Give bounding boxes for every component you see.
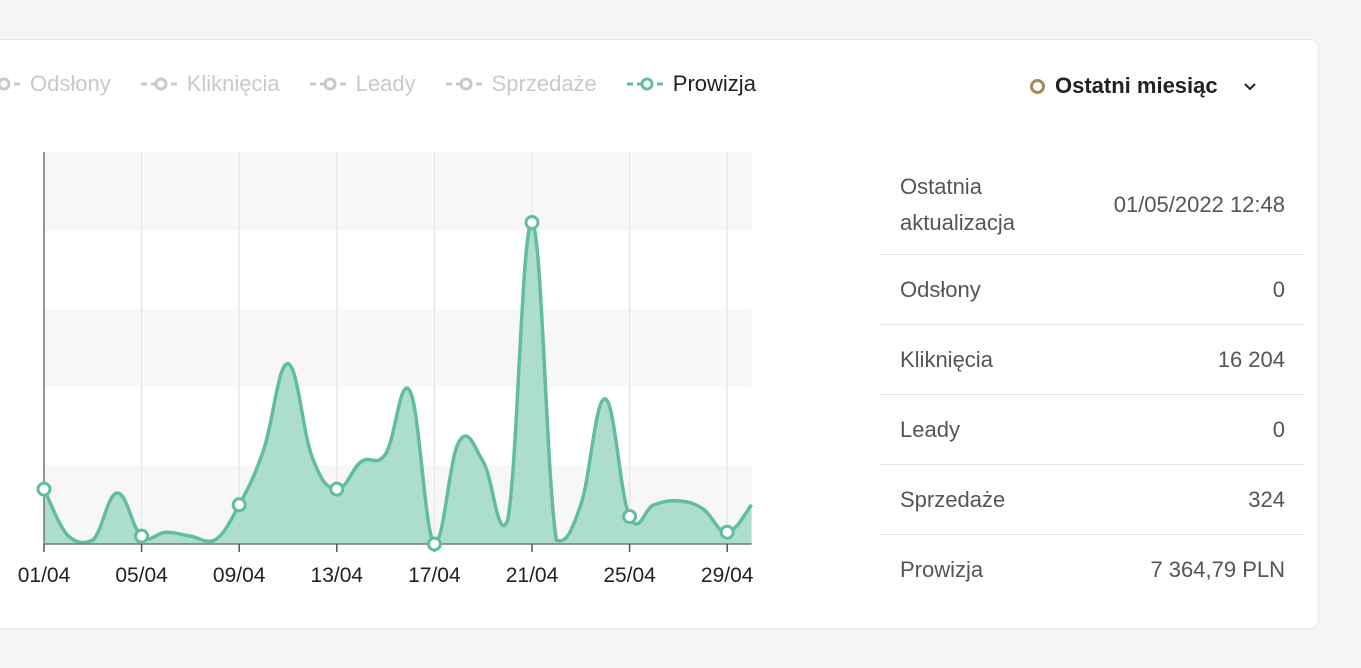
legend-item-odslony[interactable]: Odsłony	[0, 71, 111, 97]
x-tick-label: 29/04	[701, 564, 754, 587]
data-point	[329, 481, 345, 497]
legend-item-klikniecia[interactable]: Kliknięcia	[140, 71, 280, 97]
legend-marker-icon	[445, 77, 486, 91]
data-point	[36, 481, 52, 497]
stat-value: 0	[1272, 416, 1285, 442]
stat-row-clicks: Kliknięcia 16 204	[880, 325, 1305, 395]
grid-band	[44, 152, 752, 231]
stat-label: Sprzedaże	[900, 486, 1006, 512]
stat-row-sales: Sprzedaże 324	[880, 465, 1305, 535]
period-dot-icon	[1030, 78, 1045, 94]
legend-item-sprzedaze[interactable]: Sprzedaże	[445, 71, 597, 97]
stats-table: Ostatnia aktualizacja 01/05/2022 12:48 O…	[880, 155, 1305, 605]
chart-legend: Odsłony Kliknięcia Leady Sprzedaże Prowi…	[0, 70, 756, 98]
stat-label: Odsłony	[900, 276, 981, 302]
period-dropdown[interactable]: Ostatni miesiąc	[1030, 72, 1258, 100]
stat-value: 7 364,79 PLN	[1150, 557, 1285, 582]
x-tick-label: 05/04	[115, 564, 168, 587]
legend-marker-icon	[309, 77, 350, 91]
data-point	[524, 215, 540, 231]
stat-row-commission: Prowizja 7 364,79 PLN	[880, 535, 1305, 605]
stat-value: 0	[1272, 276, 1285, 302]
legend-marker-icon	[140, 77, 181, 91]
x-tick-label: 01/04	[18, 564, 71, 587]
stat-label: Leady	[900, 416, 960, 442]
grid-band	[44, 308, 752, 388]
data-point	[426, 536, 442, 552]
legend-label: Odsłony	[30, 71, 111, 96]
series-area	[44, 222, 752, 544]
x-tick-label: 21/04	[506, 564, 559, 587]
legend-item-leady[interactable]: Leady	[309, 71, 416, 97]
stat-label: Kliknięcia	[900, 346, 993, 372]
stat-value: 16 204	[1217, 346, 1285, 372]
legend-label: Prowizja	[672, 71, 756, 96]
chevron-down-icon	[1243, 83, 1256, 91]
stat-label: Prowizja	[900, 557, 984, 582]
data-point	[622, 509, 638, 525]
commission-chart: 01/04 05/04 09/04 13/04 17/04 21/04 25/04 29/04	[18, 152, 754, 587]
data-point	[719, 524, 735, 540]
legend-label: Kliknięcia	[186, 71, 280, 96]
data-point	[134, 528, 150, 544]
x-tick-label: 09/04	[213, 564, 266, 587]
legend-marker-icon	[626, 77, 667, 91]
legend-label: Leady	[355, 71, 416, 96]
data-point	[231, 497, 247, 513]
stat-row-updated: Ostatnia aktualizacja 01/05/2022 12:48	[880, 155, 1305, 255]
grid-band	[44, 230, 752, 309]
legend-marker-icon	[0, 77, 24, 91]
stat-value: 01/05/2022 12:48	[1113, 191, 1285, 217]
legend-label: Sprzedaże	[491, 71, 597, 96]
series-line-prowizja	[42, 220, 753, 546]
stat-row-views: Odsłony 0	[880, 255, 1305, 325]
period-label: Ostatni miesiąc	[1055, 73, 1218, 98]
legend-item-prowizja[interactable]: Prowizja	[626, 71, 756, 97]
x-tick-label: 17/04	[408, 564, 461, 587]
stat-label: Ostatnia aktualizacja	[900, 173, 1015, 235]
stat-value: 324	[1248, 486, 1285, 512]
x-tick-label: 25/04	[603, 564, 656, 587]
x-tick-label: 13/04	[311, 564, 364, 587]
stat-row-leads: Leady 0	[880, 395, 1305, 465]
